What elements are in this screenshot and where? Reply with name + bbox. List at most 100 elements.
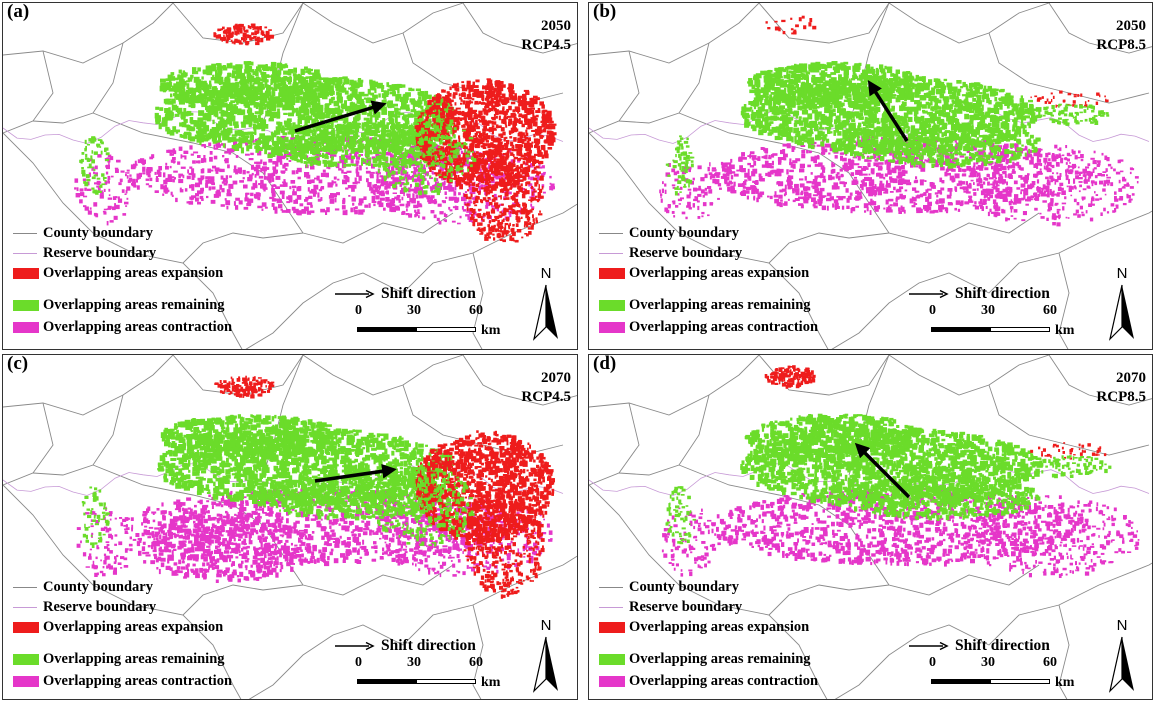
- reserve-line-icon: [13, 253, 37, 254]
- scale-black-segment: [357, 327, 417, 332]
- expansion-swatch-icon: [599, 622, 625, 633]
- legend-remaining: Overlapping areas remaining: [599, 297, 811, 314]
- map-panel-d: (d) 2070 RCP8.5 County boundary Reserve …: [588, 354, 1153, 700]
- year-label: 2070: [541, 370, 571, 386]
- legend-contraction-label: Overlapping areas contraction: [629, 319, 819, 335]
- year-label: 2050: [1116, 18, 1146, 34]
- legend-expansion: Overlapping areas expansion: [13, 265, 223, 282]
- legend-county-label: County boundary: [43, 579, 153, 595]
- legend-reserve-label: Reserve boundary: [43, 599, 157, 615]
- county-line-icon: [13, 587, 37, 588]
- north-arrow-icon: [532, 636, 558, 693]
- shift-direction-arrow: [854, 442, 911, 499]
- legend-contraction: Overlapping areas contraction: [13, 673, 232, 690]
- arrow-right-icon: [335, 641, 375, 651]
- legend-county: County boundary: [13, 579, 153, 596]
- legend-contraction: Overlapping areas contraction: [13, 319, 232, 336]
- rcp-label: RCP8.5: [1096, 37, 1146, 53]
- legend-county-label: County boundary: [629, 225, 739, 241]
- expansion-swatch-icon: [13, 622, 39, 633]
- county-line-icon: [13, 233, 37, 234]
- panel-label: (c): [7, 354, 29, 374]
- scenario-label: 2070 RCP8.5: [1096, 369, 1146, 407]
- shift-direction-label: Shift direction: [381, 637, 476, 654]
- map-canvas: [589, 355, 1152, 699]
- arrow-right-icon: [335, 289, 375, 299]
- reserve-line-icon: [13, 607, 37, 608]
- scale-tick-60: 60: [469, 655, 483, 670]
- legend-remaining: Overlapping areas remaining: [13, 297, 225, 314]
- shift-direction-legend: Shift direction: [907, 285, 1050, 303]
- shift-direction-label: Shift direction: [381, 285, 476, 302]
- arrow-right-icon: [909, 289, 949, 299]
- scale-white-segment: [416, 327, 476, 332]
- expansion-swatch-icon: [13, 268, 39, 279]
- legend-expansion-label: Overlapping areas expansion: [629, 265, 810, 281]
- scale-tick-0: 0: [355, 655, 362, 670]
- scale-unit: km: [1055, 323, 1075, 338]
- remaining-swatch-icon: [599, 300, 625, 311]
- scale-tick-60: 60: [469, 303, 483, 318]
- arrow-right-icon: [909, 641, 949, 651]
- legend-remaining: Overlapping areas remaining: [599, 651, 811, 668]
- panel-label: (a): [7, 2, 30, 22]
- north-arrow-icon: [1108, 636, 1134, 693]
- legend-remaining-label: Overlapping areas remaining: [629, 297, 811, 313]
- map-canvas: [3, 3, 577, 349]
- scale-black-segment: [357, 679, 417, 684]
- reserve-line-icon: [599, 253, 623, 254]
- shift-direction-arrow: [314, 463, 397, 483]
- scale-tick-30: 30: [981, 303, 995, 318]
- map-canvas: [589, 3, 1152, 349]
- map-canvas: [3, 355, 577, 699]
- north-arrow-icon: [532, 284, 558, 341]
- scale-bar: 0 30 60 km: [929, 303, 1074, 343]
- scale-white-segment: [990, 327, 1050, 332]
- legend-reserve-label: Reserve boundary: [629, 245, 743, 261]
- year-label: 2050: [541, 18, 571, 34]
- remaining-swatch-icon: [13, 654, 39, 665]
- north-arrow: N: [1107, 265, 1137, 345]
- north-label: N: [1116, 265, 1128, 282]
- north-arrow: N: [531, 617, 561, 697]
- scale-bar: 0 30 60 km: [355, 655, 500, 695]
- scale-white-segment: [416, 679, 476, 684]
- rcp-label: RCP4.5: [521, 37, 571, 53]
- scale-black-segment: [931, 679, 991, 684]
- scale-unit: km: [481, 675, 501, 690]
- rcp-label: RCP8.5: [1096, 389, 1146, 405]
- shift-direction-label: Shift direction: [955, 637, 1050, 654]
- map-panel-c: (c) 2070 RCP4.5 County boundary Reserve …: [2, 354, 578, 700]
- legend-expansion-label: Overlapping areas expansion: [629, 619, 810, 635]
- north-arrow-icon: [1108, 284, 1134, 341]
- scale-tick-0: 0: [929, 303, 936, 318]
- scale-white-segment: [990, 679, 1050, 684]
- panel-label: (b): [593, 2, 617, 22]
- contraction-swatch-icon: [13, 322, 39, 333]
- legend-reserve-label: Reserve boundary: [629, 599, 743, 615]
- scale-tick-60: 60: [1043, 303, 1057, 318]
- shift-direction-legend: Shift direction: [333, 637, 476, 655]
- legend-county: County boundary: [599, 579, 739, 596]
- legend-county-label: County boundary: [43, 225, 153, 241]
- legend-county-label: County boundary: [629, 579, 739, 595]
- rcp-label: RCP4.5: [521, 389, 571, 405]
- panel-label: (d): [593, 354, 617, 374]
- legend-expansion: Overlapping areas expansion: [13, 619, 223, 636]
- legend-county: County boundary: [13, 225, 153, 242]
- north-label: N: [1116, 617, 1128, 634]
- contraction-swatch-icon: [13, 676, 39, 687]
- legend-county: County boundary: [599, 225, 739, 242]
- county-line-icon: [599, 587, 623, 588]
- contraction-swatch-icon: [599, 676, 625, 687]
- shift-direction-label: Shift direction: [955, 285, 1050, 302]
- scale-black-segment: [931, 327, 991, 332]
- legend-contraction-label: Overlapping areas contraction: [629, 673, 819, 689]
- scale-unit: km: [1055, 675, 1075, 690]
- shift-direction-arrow: [867, 80, 909, 142]
- scenario-label: 2050 RCP4.5: [521, 17, 571, 55]
- scale-bar: 0 30 60 km: [929, 655, 1074, 695]
- legend-contraction-label: Overlapping areas contraction: [43, 673, 233, 689]
- legend-contraction-label: Overlapping areas contraction: [43, 319, 233, 335]
- legend-expansion: Overlapping areas expansion: [599, 619, 809, 636]
